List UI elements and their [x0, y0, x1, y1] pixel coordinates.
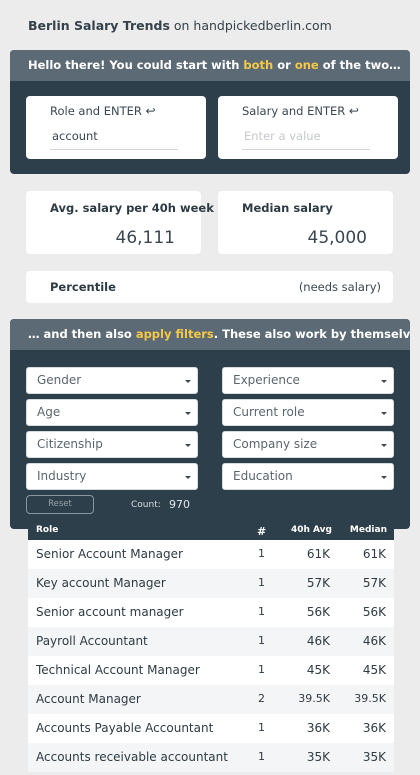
role-input-card: Role and ENTER ↩ — [26, 96, 206, 159]
intro-text-end: of the two… — [318, 58, 401, 72]
filter-age[interactable]: Age — [26, 399, 198, 426]
enter-icon: ↩ — [348, 104, 359, 118]
table-row[interactable]: Technical Account Manager 1 45K 45K — [28, 656, 394, 685]
search-panel: Hello there! You could start with both o… — [10, 50, 410, 174]
filter-citizenship[interactable]: Citizenship — [26, 431, 198, 458]
header-role[interactable]: Role — [36, 525, 59, 535]
dropdown-caret-icon — [381, 380, 387, 383]
table-row[interactable]: Key account Manager 1 57K 57K — [28, 569, 394, 598]
median-salary-label: Median salary — [242, 201, 333, 215]
dropdown-caret-icon — [381, 476, 387, 479]
table-row[interactable]: Accounts Payable Accountant 1 36K 36K — [28, 714, 394, 743]
role-input[interactable] — [50, 126, 178, 150]
filter-education[interactable]: Education — [222, 463, 394, 490]
filters-intro-highlight: apply filters — [135, 327, 214, 341]
table-row[interactable]: Senior account manager 1 56K 56K — [28, 598, 394, 627]
avg-salary-card: Avg. salary per 40h week 46,111 — [26, 191, 214, 254]
dropdown-caret-icon — [185, 380, 191, 383]
site-brand: Berlin Salary Trends — [28, 18, 170, 33]
percentile-value: (needs salary) — [298, 280, 381, 294]
count-label: Count: — [131, 500, 161, 510]
role-input-label: Role and ENTER ↩ — [50, 104, 156, 118]
salary-input-label: Salary and ENTER ↩ — [242, 104, 359, 118]
filter-industry[interactable]: Industry — [26, 463, 198, 490]
enter-icon: ↩ — [145, 104, 156, 118]
dropdown-caret-icon — [381, 412, 387, 415]
table-header: Role # 40h Avg Median — [28, 521, 394, 540]
filter-experience[interactable]: Experience — [222, 367, 394, 394]
dropdown-caret-icon — [185, 444, 191, 447]
salary-input-card: Salary and ENTER ↩ — [218, 96, 398, 159]
table-row[interactable]: Payroll Accountant 1 46K 46K — [28, 627, 394, 656]
header-count[interactable]: # — [257, 525, 267, 538]
table-body: Senior Account Manager 1 61K 61K Key accoun… — [28, 540, 394, 772]
header-median[interactable]: Median — [349, 525, 387, 535]
reset-button[interactable]: Reset — [26, 495, 94, 514]
site-header: Berlin Salary Trends on handpickedberlin… — [28, 18, 332, 33]
table-row[interactable]: Accounts receivable accountant 1 35K 35K — [28, 743, 394, 772]
dropdown-caret-icon — [185, 476, 191, 479]
intro-text-or: or — [273, 58, 295, 72]
filters-intro-text-end: . These also work by themselves! — [213, 327, 410, 341]
filters-panel: … and then also apply filters. These als… — [10, 319, 410, 529]
filter-gender[interactable]: Gender — [26, 367, 198, 394]
site-suffix: on handpickedberlin.com — [169, 18, 332, 33]
results-table: Role # 40h Avg Median Senior Account Man… — [28, 521, 394, 772]
count-value: 970 — [169, 498, 190, 511]
avg-salary-value: 46,111 — [115, 228, 175, 248]
median-salary-card: Median salary 45,000 — [218, 191, 393, 254]
filters-intro-text: … and then also — [28, 327, 136, 341]
dropdown-caret-icon — [381, 444, 387, 447]
intro-banner: Hello there! You could start with both o… — [10, 50, 410, 81]
percentile-card: Percentile (needs salary) — [26, 271, 393, 303]
filter-current-role[interactable]: Current role — [222, 399, 394, 426]
header-40h-avg[interactable]: 40h Avg — [290, 525, 332, 535]
dropdown-caret-icon — [185, 412, 191, 415]
filter-company-size[interactable]: Company size — [222, 431, 394, 458]
filters-banner: … and then also apply filters. These als… — [10, 319, 410, 350]
table-row[interactable]: Account Manager 2 39.5K 39.5K — [28, 685, 394, 714]
median-salary-value: 45,000 — [307, 228, 367, 248]
salary-input[interactable] — [242, 126, 370, 150]
intro-highlight-one: one — [294, 58, 319, 72]
intro-text: Hello there! You could start with — [28, 58, 244, 72]
percentile-label: Percentile — [50, 280, 116, 294]
avg-salary-label: Avg. salary per 40h week — [50, 201, 214, 215]
intro-highlight-both: both — [243, 58, 274, 72]
table-row[interactable]: Senior Account Manager 1 61K 61K — [28, 540, 394, 569]
